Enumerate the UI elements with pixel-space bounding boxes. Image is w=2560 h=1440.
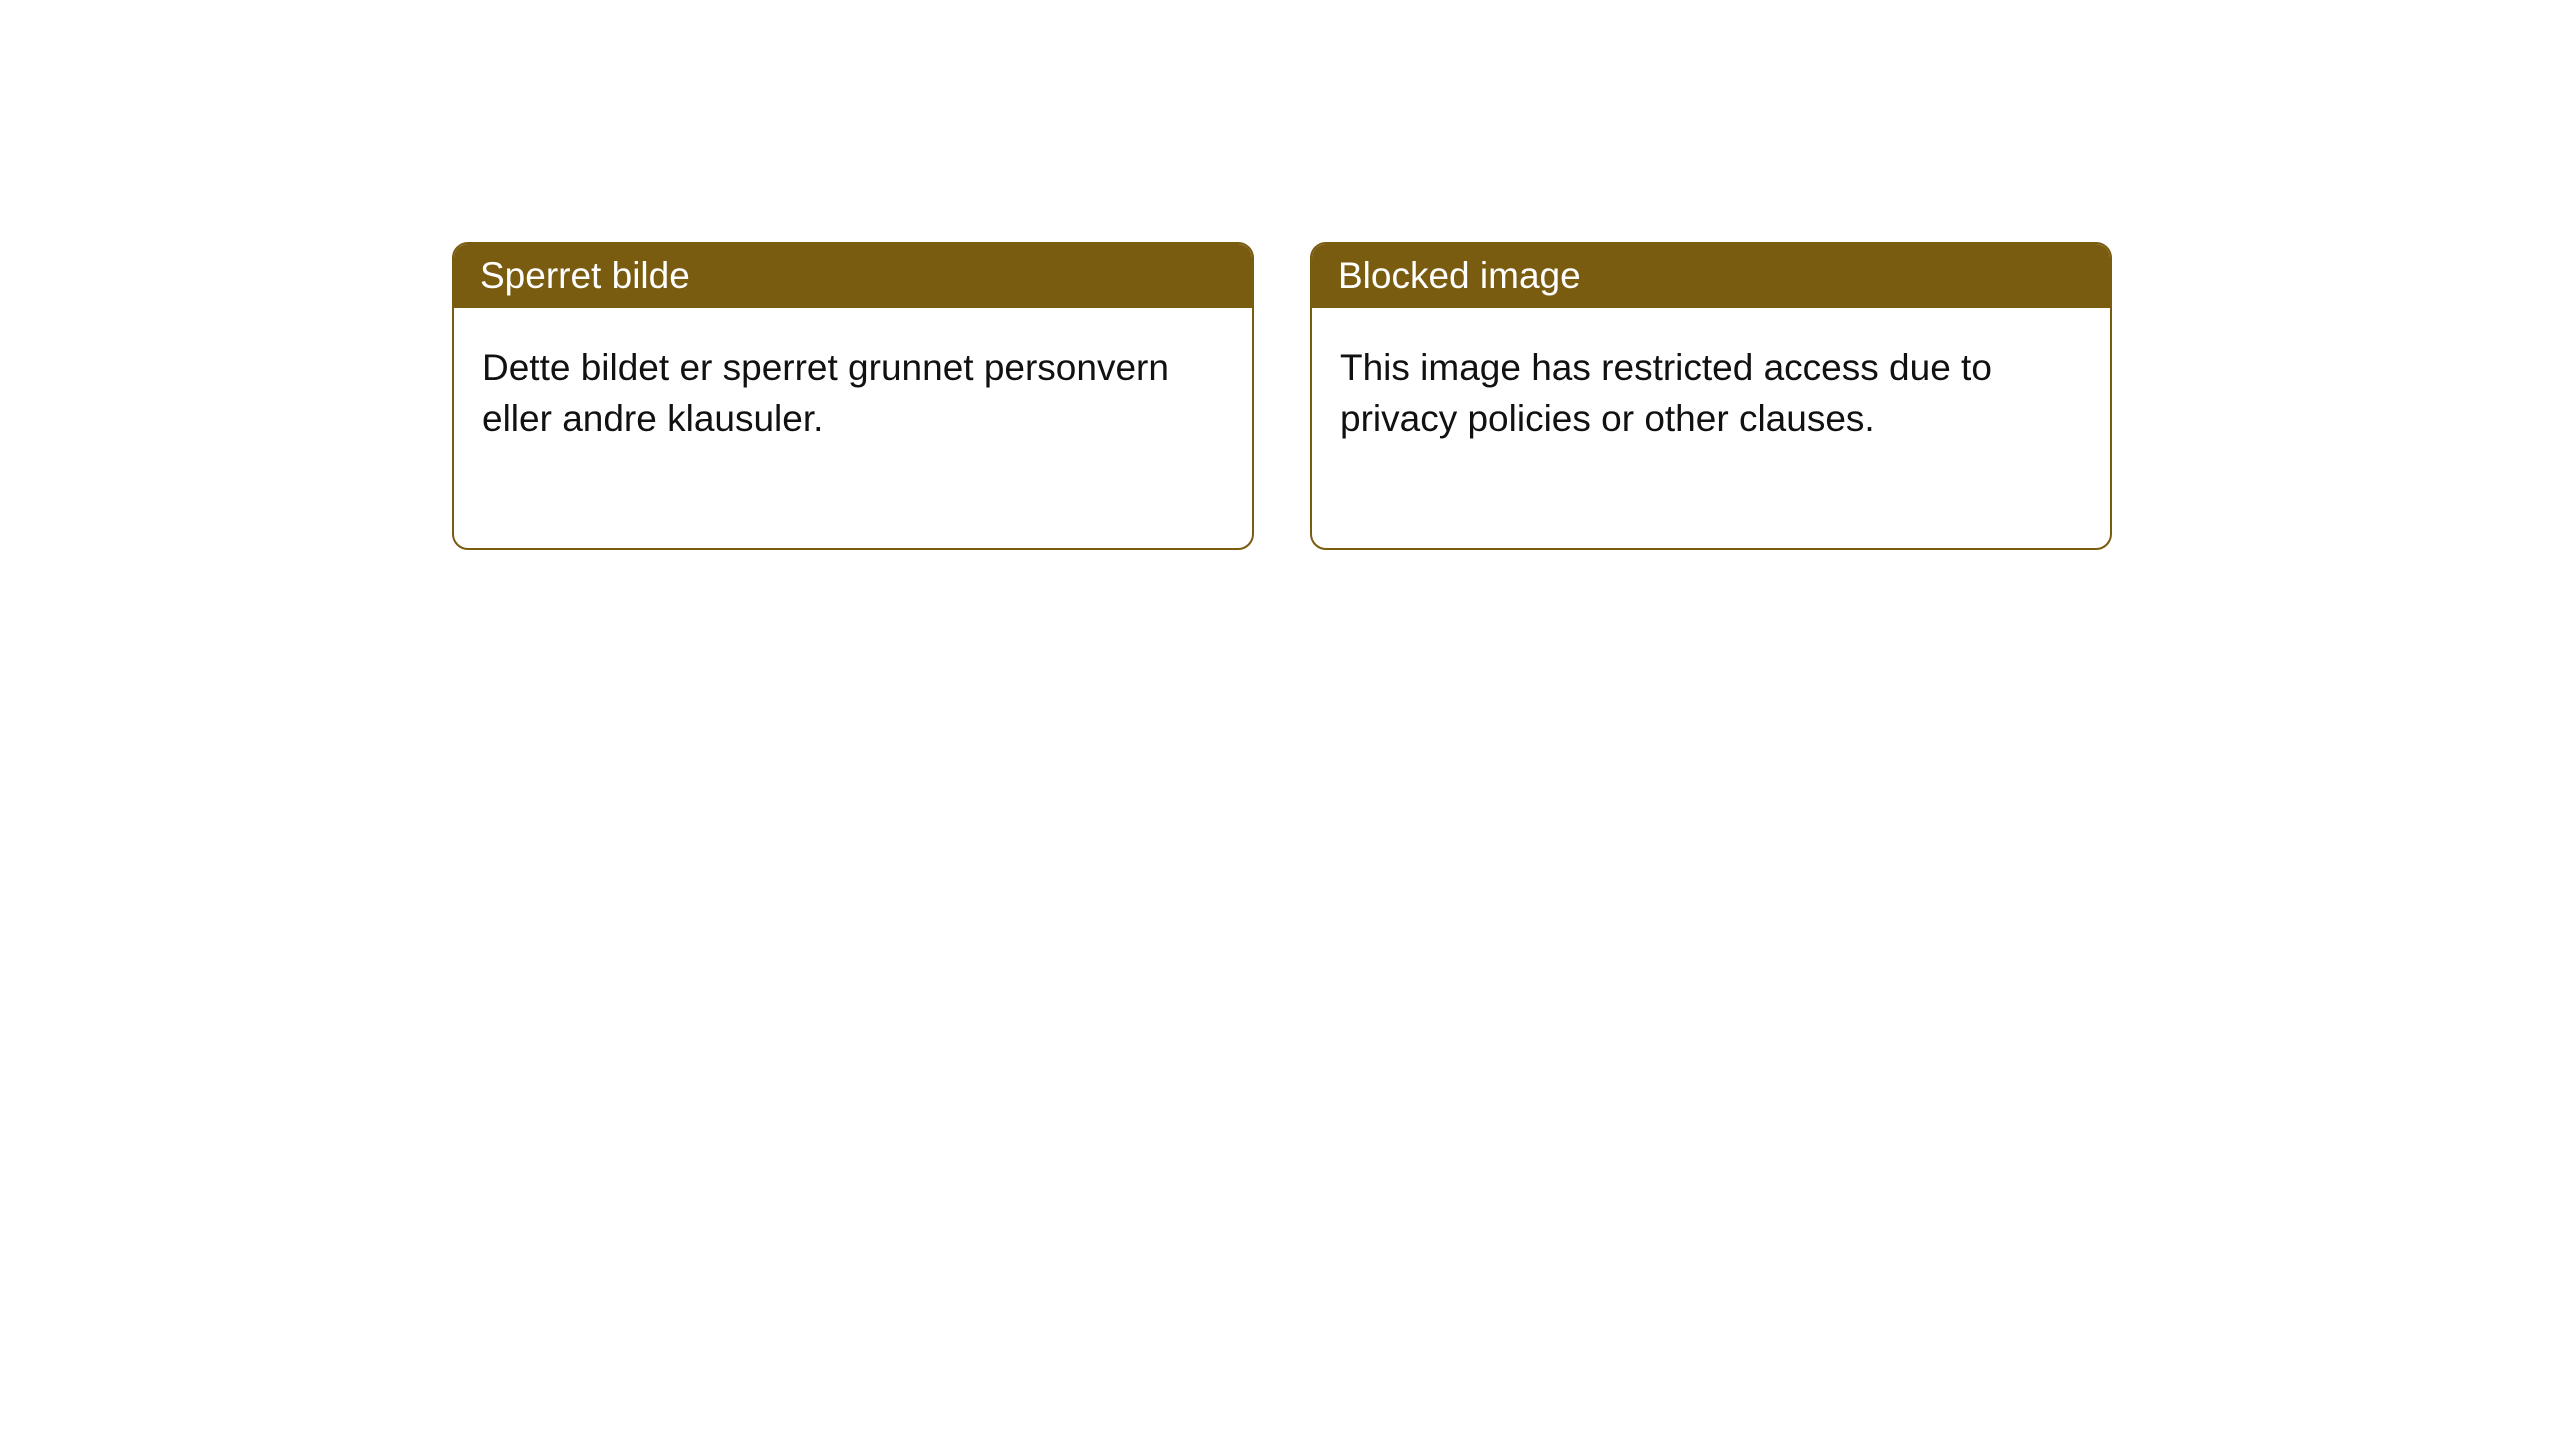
card-body: Dette bildet er sperret grunnet personve…: [454, 308, 1252, 548]
card-body: This image has restricted access due to …: [1312, 308, 2110, 548]
card-title: Blocked image: [1312, 244, 2110, 308]
card-container: Sperret bilde Dette bildet er sperret gr…: [0, 0, 2560, 550]
card-title: Sperret bilde: [454, 244, 1252, 308]
blocked-image-card-english: Blocked image This image has restricted …: [1310, 242, 2112, 550]
blocked-image-card-norwegian: Sperret bilde Dette bildet er sperret gr…: [452, 242, 1254, 550]
